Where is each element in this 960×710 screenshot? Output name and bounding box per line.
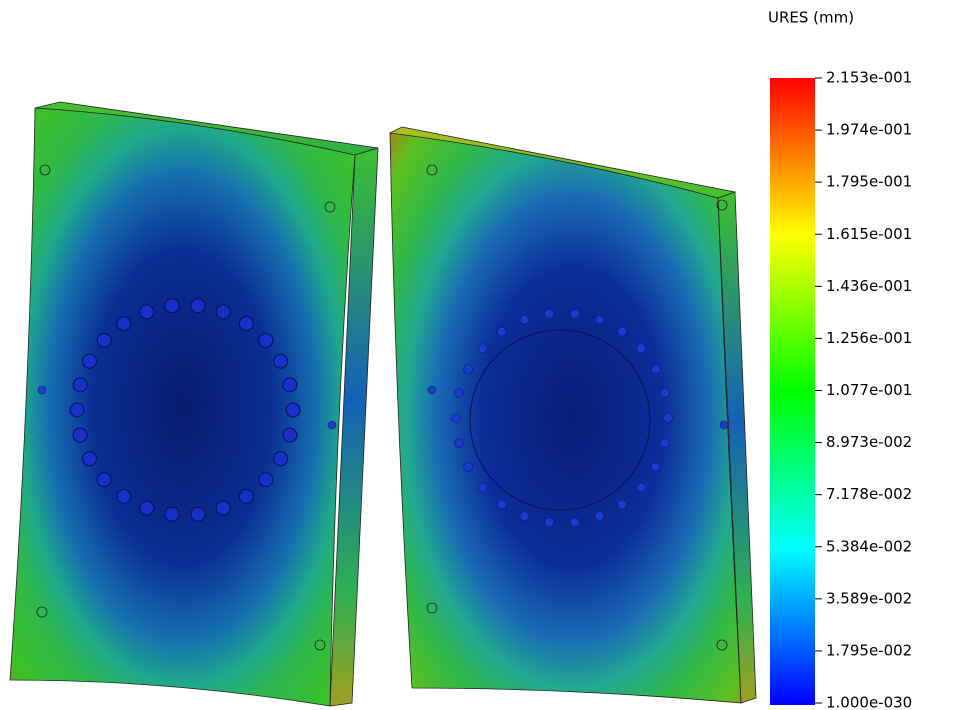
hole [520,315,529,324]
hole [464,462,473,471]
legend-label: 7.178e-002 [826,485,912,503]
hole [328,421,336,429]
hole [82,452,96,466]
hole [428,386,436,394]
hole [283,378,297,392]
hole [165,299,179,313]
hole [38,386,46,394]
hole [274,354,288,368]
hole [497,500,506,509]
hole [165,507,179,521]
hole [651,462,660,471]
hole [97,473,111,487]
hole [545,518,554,527]
hole [140,305,154,319]
hole [570,518,579,527]
hole [478,483,487,492]
hole [651,365,660,374]
hole [191,299,205,313]
hole [595,315,604,324]
hole [570,309,579,318]
hole [283,428,297,442]
hole [595,512,604,521]
hole [286,403,300,417]
hole [239,317,253,331]
legend-label: 8.973e-002 [826,433,912,451]
hole [259,333,273,347]
hole [216,305,230,319]
legend-label: 1.000e-030 [826,694,912,710]
hole [660,388,669,397]
legend-label: 1.615e-001 [826,225,912,243]
hole [545,309,554,318]
hole [216,501,230,515]
hole [618,500,627,509]
hole [637,483,646,492]
hole [618,327,627,336]
legend-label: 5.384e-002 [826,537,912,555]
hole [637,344,646,353]
hole [73,428,87,442]
hole [73,378,87,392]
hole [720,421,728,429]
hole [464,365,473,374]
legend-label: 1.974e-001 [826,121,912,139]
result-plot: URES (mm) 2.153e-001 1.974e-001 1.795e-001… [0,0,960,710]
hole [239,489,253,503]
hole [520,512,529,521]
legend-label: 2.153e-001 [826,69,912,87]
hole [455,388,464,397]
legend-title: URES (mm) [768,9,854,27]
hole [664,414,673,423]
hole [660,439,669,448]
hole [117,489,131,503]
legend-label: 1.256e-001 [826,329,912,347]
right-plate [390,127,756,703]
left-plate [10,102,378,706]
legend-label: 1.795e-002 [826,641,912,659]
hole [478,344,487,353]
hole [259,473,273,487]
legend-label: 3.589e-002 [826,589,912,607]
hole [97,333,111,347]
legend-label: 1.077e-001 [826,381,912,399]
hole [455,439,464,448]
color-bar [770,78,815,705]
hole [117,317,131,331]
hole [452,414,461,423]
legend-label: 1.795e-001 [826,173,912,191]
hole [497,327,506,336]
hole [274,452,288,466]
hole [70,403,84,417]
legend-label: 1.436e-001 [826,277,912,295]
hole [140,501,154,515]
hole [82,354,96,368]
hole [191,507,205,521]
